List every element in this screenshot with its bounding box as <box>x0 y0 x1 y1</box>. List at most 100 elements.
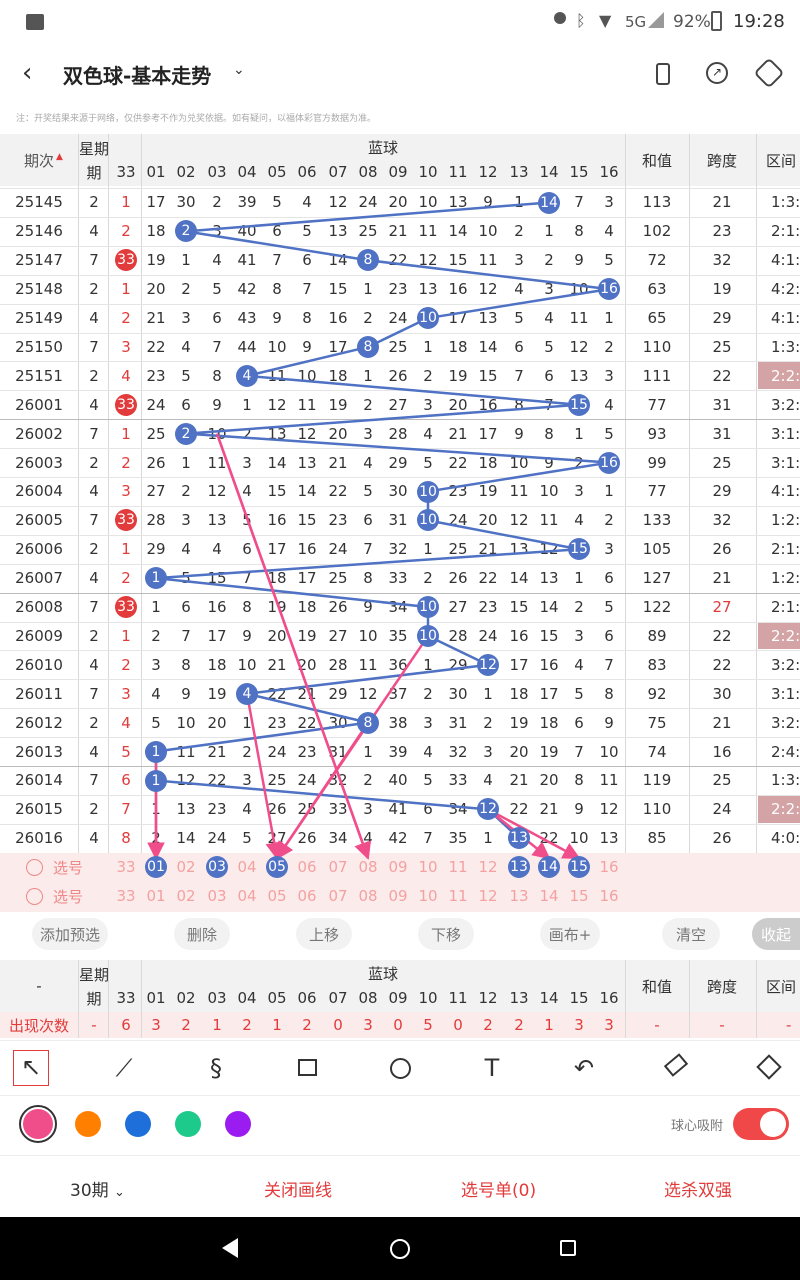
miss-cell: 9 <box>483 193 493 212</box>
select-num-11[interactable]: 11 <box>448 887 468 906</box>
occurrence-count: 0 <box>333 1016 343 1034</box>
period-cell: 26013 <box>15 742 63 761</box>
miss-cell: 1 <box>242 713 252 732</box>
select-num-33[interactable]: 33 <box>116 858 136 877</box>
select-num-12[interactable]: 12 <box>478 887 498 906</box>
miss-cell: 10 <box>509 453 529 472</box>
select-num-12[interactable]: 12 <box>478 858 498 877</box>
circle-tool-icon[interactable] <box>390 1058 411 1079</box>
trend-grid[interactable]: 期次 星期期蓝球 33 01 02 03 04 05 06 07 08 09 10 11 12 13 14 15 1… <box>0 134 800 912</box>
home-nav-icon[interactable] <box>390 1239 410 1259</box>
miss-cell: 28 <box>448 626 468 645</box>
select-label[interactable]: 选号 <box>52 858 83 877</box>
miss-cell: 22 <box>146 337 166 356</box>
select-num-15[interactable]: 15 <box>569 887 589 906</box>
canvas-button[interactable]: 画布+ <box>540 918 600 950</box>
select-num-10[interactable]: 10 <box>418 887 438 906</box>
collapse-button[interactable]: 收起 <box>752 918 800 950</box>
select-num-08[interactable]: 08 <box>358 887 378 906</box>
sort-icon[interactable]: ▲ <box>56 152 63 162</box>
color-blue[interactable] <box>125 1111 151 1137</box>
recents-nav-icon[interactable] <box>560 1240 576 1256</box>
period-header[interactable]: 期次 <box>23 151 54 170</box>
back-nav-icon[interactable] <box>222 1238 238 1258</box>
kill-button[interactable]: 选杀双强 <box>664 1181 732 1201</box>
select-num-16[interactable]: 16 <box>599 887 619 906</box>
page-title[interactable]: 双色球-基本走势 <box>63 64 212 88</box>
select-radio[interactable] <box>26 887 43 905</box>
select-ball-03[interactable]: 03 <box>206 856 228 879</box>
curve-tool-icon[interactable]: § <box>210 1054 222 1082</box>
occurrence-count: 3 <box>363 1016 373 1034</box>
miss-cell: 19 <box>448 366 468 385</box>
select-ball-13[interactable]: 13 <box>508 856 530 879</box>
red-ball: 33 <box>115 249 137 272</box>
select-num-33[interactable]: 33 <box>116 887 136 906</box>
span-header: 跨度 <box>706 151 737 170</box>
select-ball-14[interactable]: 14 <box>538 856 560 879</box>
select-num-08[interactable]: 08 <box>358 858 378 877</box>
col-header-08: 08 <box>358 163 378 181</box>
period-cell: 26010 <box>15 655 63 674</box>
line-tool-icon[interactable]: ⟋ <box>115 1054 133 1082</box>
color-green[interactable] <box>175 1111 201 1137</box>
select-label[interactable]: 选号 <box>52 887 83 906</box>
color-orange[interactable] <box>75 1111 101 1137</box>
select-num-14[interactable]: 14 <box>539 887 559 906</box>
blue-ball: 15 <box>568 538 590 561</box>
delete-button[interactable]: 删除 <box>174 918 230 950</box>
col-header-12: 12 <box>478 163 498 181</box>
move-down-button[interactable]: 下移 <box>418 918 474 950</box>
blue-ball: 16 <box>598 451 620 474</box>
text-tool-icon[interactable]: T <box>484 1054 500 1082</box>
move-up-button[interactable]: 上移 <box>296 918 352 950</box>
select-list-button[interactable]: 选号单(0) <box>461 1181 537 1201</box>
select-num-02[interactable]: 02 <box>176 887 196 906</box>
select-num-07[interactable]: 07 <box>328 887 348 906</box>
select-num-16[interactable]: 16 <box>599 858 619 877</box>
share-icon[interactable]: ↗ <box>706 62 728 84</box>
miss-cell: 2 <box>604 511 614 530</box>
eraser-tool-icon[interactable] <box>663 1053 689 1077</box>
arrow-tool-icon[interactable]: ↖ <box>13 1050 49 1086</box>
select-num-09[interactable]: 09 <box>388 858 408 877</box>
sum-cell: 127 <box>642 569 672 588</box>
select-num-04[interactable]: 04 <box>237 858 257 877</box>
select-num-06[interactable]: 06 <box>297 858 317 877</box>
select-num-10[interactable]: 10 <box>418 858 438 877</box>
chevron-down-icon[interactable]: ⌄ <box>233 62 245 78</box>
color-pink[interactable] <box>19 1105 57 1143</box>
phone-icon[interactable] <box>656 63 670 85</box>
settings-icon[interactable] <box>753 57 785 89</box>
select-radio[interactable] <box>26 858 43 876</box>
select-ball-01[interactable]: 01 <box>145 856 167 879</box>
snap-toggle[interactable] <box>733 1108 789 1140</box>
sum-cell: 111 <box>642 366 672 385</box>
clear-button[interactable]: 清空 <box>662 918 720 950</box>
undo-tool-icon[interactable]: ↶ <box>573 1054 595 1082</box>
v-divider <box>141 134 142 912</box>
select-num-02[interactable]: 02 <box>176 858 196 877</box>
rect-tool-icon[interactable] <box>298 1059 317 1076</box>
select-ball-05[interactable]: 05 <box>266 856 288 879</box>
miss-cell: 5 <box>181 569 191 588</box>
select-num-03[interactable]: 03 <box>207 887 227 906</box>
miss-cell: 44 <box>237 337 257 356</box>
period-select[interactable]: 30期 ⌄ <box>70 1176 125 1201</box>
select-num-09[interactable]: 09 <box>388 887 408 906</box>
brush-tool-icon[interactable] <box>756 1054 782 1080</box>
close-draw-button[interactable]: 关闭画线 <box>264 1181 332 1201</box>
select-ball-15[interactable]: 15 <box>568 856 590 879</box>
select-num-04[interactable]: 04 <box>237 887 257 906</box>
select-num-06[interactable]: 06 <box>297 887 317 906</box>
color-purple[interactable] <box>225 1111 251 1137</box>
select-num-11[interactable]: 11 <box>448 858 468 877</box>
select-num-01[interactable]: 01 <box>146 887 166 906</box>
select-num-07[interactable]: 07 <box>328 858 348 877</box>
add-preselect-button[interactable]: 添加预选 <box>32 918 108 950</box>
select-num-05[interactable]: 05 <box>267 887 287 906</box>
select-num-13[interactable]: 13 <box>509 887 529 906</box>
back-icon[interactable]: ‹ <box>22 58 33 88</box>
miss-cell: 15 <box>448 251 468 270</box>
col-header-16: 16 <box>599 989 619 1007</box>
